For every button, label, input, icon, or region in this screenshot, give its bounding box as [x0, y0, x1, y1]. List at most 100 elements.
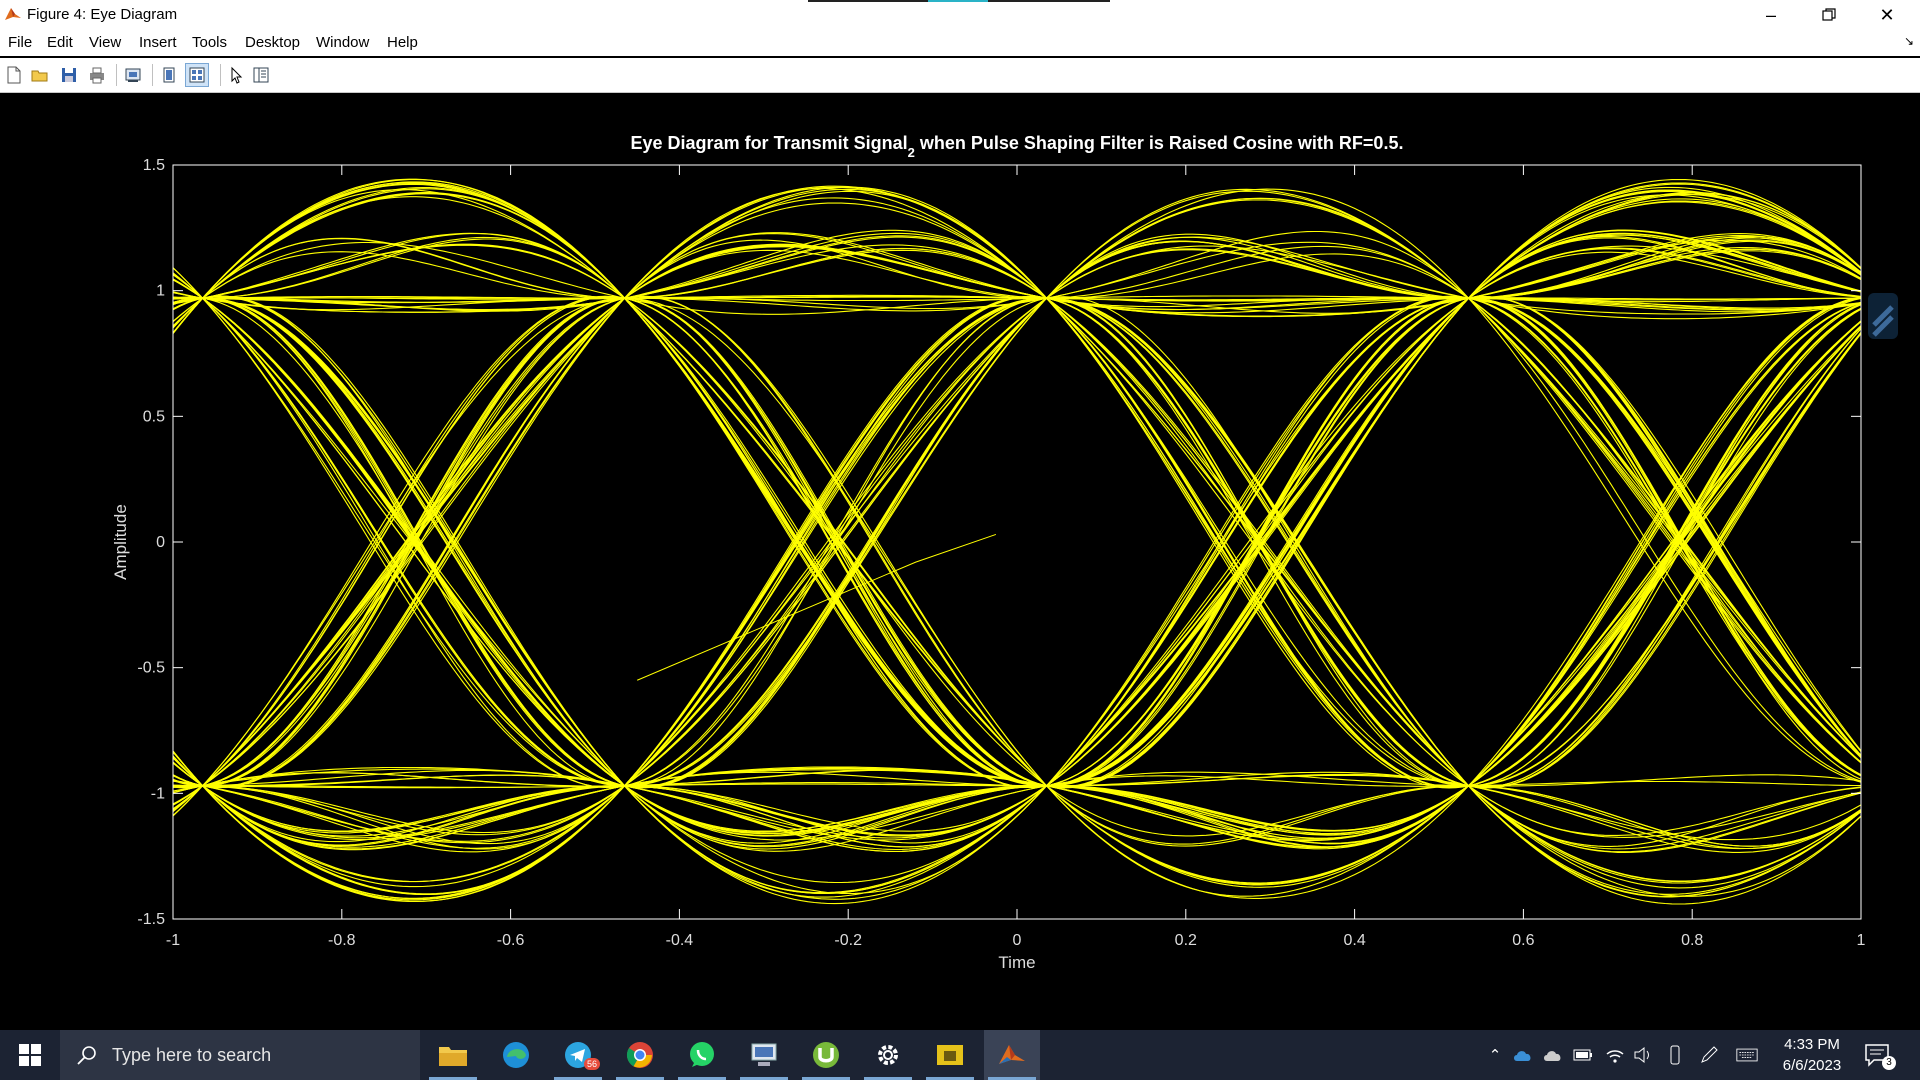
eye-trace: [172, 188, 1862, 787]
network-app-icon: [751, 1043, 777, 1066]
y-tick-label: -1: [151, 785, 165, 802]
volume-icon[interactable]: [1632, 1044, 1654, 1066]
eye-trace: [172, 272, 1862, 895]
taskbar-utorrent[interactable]: [798, 1030, 854, 1080]
x-tick-label: -0.4: [666, 932, 694, 949]
eye-trace: [172, 296, 1862, 900]
pen-icon[interactable]: [1698, 1044, 1720, 1066]
usb-device-icon[interactable]: [1664, 1044, 1686, 1066]
taskbar-whatsapp[interactable]: [674, 1030, 730, 1080]
x-tick-label: -0.8: [328, 932, 356, 949]
notification-center-button[interactable]: 3: [1864, 1042, 1896, 1070]
eye-trace: [172, 236, 1862, 788]
eye-trace: [172, 191, 1862, 787]
y-tick-label: -1.5: [137, 911, 165, 928]
keyboard-icon[interactable]: [1736, 1044, 1758, 1066]
hide-plot-tools-button[interactable]: [158, 64, 180, 86]
figure-canvas: -1 -0.8 -0.6 -0.4 -0.2 0 0.2 0.4 0.6 0.8 1 1.5 1 0.5 0…: [0, 93, 1920, 1030]
file-explorer-icon: [439, 1047, 467, 1066]
axis-ticks: -1 -0.8 -0.6 -0.4 -0.2 0 0.2 0.4 0.6 0.8 1 1.5 1 0.5 0…: [137, 157, 1865, 949]
battery-icon[interactable]: [1572, 1044, 1594, 1066]
title-accent-strip: [808, 0, 928, 2]
eye-trace: [172, 240, 1862, 788]
open-file-button[interactable]: [29, 64, 51, 86]
chart-title: Eye Diagram for Transmit Signal2 when Pu…: [631, 133, 1404, 160]
eye-trace: [172, 774, 1862, 850]
windows-taskbar: Type here to search 56 ⌃: [0, 1030, 1920, 1080]
telegram-badge: 56: [584, 1058, 601, 1070]
cloud-icon[interactable]: [1542, 1044, 1564, 1066]
link-plot-icon: [125, 68, 141, 82]
restore-button[interactable]: [1800, 0, 1858, 30]
minimize-button[interactable]: –: [1765, 4, 1776, 25]
side-handle-icon[interactable]: [1868, 293, 1898, 339]
menu-insert[interactable]: Insert: [139, 34, 177, 51]
eye-trace: [172, 273, 1862, 788]
search-icon: [77, 1046, 96, 1065]
taskbar-file-explorer[interactable]: [425, 1030, 481, 1080]
eye-trace: [172, 186, 1862, 787]
print-button[interactable]: [86, 64, 108, 86]
eye-trace: [172, 197, 1862, 888]
taskbar-settings[interactable]: [860, 1030, 916, 1080]
eye-trace: [172, 247, 1862, 894]
show-hidden-icons-chevron-icon[interactable]: ⌃: [1488, 1047, 1502, 1064]
eye-trace: [172, 196, 1862, 888]
eye-trace: [172, 296, 1862, 899]
eye-trace: [172, 296, 1862, 899]
edit-plot-arrow-icon: [231, 66, 243, 84]
chrome-icon: [626, 1042, 653, 1068]
eye-trace: [172, 187, 1862, 897]
taskbar-matlab[interactable]: [984, 1030, 1040, 1080]
onedrive-icon[interactable]: [1512, 1044, 1534, 1066]
edit-plot-button[interactable]: [225, 64, 247, 86]
close-button[interactable]: ✕: [1879, 4, 1895, 25]
save-button[interactable]: [58, 64, 80, 86]
menu-view[interactable]: View: [89, 34, 122, 51]
link-plot-button[interactable]: [122, 64, 144, 86]
eye-trace: [172, 295, 1862, 850]
show-plot-tools-button[interactable]: [185, 63, 209, 87]
eye-trace: [172, 295, 1862, 816]
clock-date: 6/6/2023: [1782, 1057, 1842, 1074]
eye-trace: [172, 194, 1862, 789]
hide-plot-tools-icon: [163, 67, 175, 83]
taskbar-search-box[interactable]: Type here to search: [60, 1030, 420, 1080]
y-tick-label: -0.5: [137, 660, 165, 677]
running-indicator: [554, 1077, 602, 1080]
eye-trace: [172, 244, 1862, 885]
running-indicator: [678, 1077, 726, 1080]
x-tick-label: 0.6: [1512, 932, 1534, 949]
folder-app-icon: [937, 1045, 963, 1065]
menu-desktop[interactable]: Desktop: [245, 34, 301, 51]
eye-trace: [637, 533, 997, 681]
toolbar-separator: [220, 64, 221, 86]
property-inspector-button[interactable]: [250, 64, 272, 86]
menu-file[interactable]: File: [8, 34, 33, 51]
menu-tools[interactable]: Tools: [192, 34, 228, 51]
eye-trace: [172, 238, 1862, 882]
wifi-icon[interactable]: [1604, 1044, 1626, 1066]
taskbar-edge[interactable]: [488, 1030, 544, 1080]
running-indicator: [740, 1077, 788, 1080]
taskbar-network-app[interactable]: [736, 1030, 792, 1080]
taskbar-telegram[interactable]: 56: [550, 1030, 606, 1080]
running-indicator: [864, 1077, 912, 1080]
menu-edit[interactable]: Edit: [47, 34, 73, 51]
notification-count: 3: [1882, 1056, 1896, 1070]
eye-trace: [172, 326, 1862, 842]
dock-figure-icon[interactable]: ↘: [1903, 34, 1914, 48]
restore-icon: [1822, 8, 1836, 21]
utorrent-icon: [813, 1042, 839, 1068]
eye-trace: [172, 232, 1862, 788]
y-axis-label: Amplitude: [111, 504, 130, 580]
taskbar-chrome[interactable]: [612, 1030, 668, 1080]
start-button[interactable]: [0, 1030, 60, 1080]
eye-trace: [172, 297, 1862, 852]
taskbar-folder-app[interactable]: [922, 1030, 978, 1080]
new-figure-button[interactable]: [3, 64, 25, 86]
taskbar-clock[interactable]: 4:33 PM 6/6/2023: [1772, 1034, 1852, 1076]
menu-help[interactable]: Help: [387, 34, 418, 51]
search-placeholder: Type here to search: [112, 1044, 272, 1065]
menu-window[interactable]: Window: [316, 34, 370, 51]
